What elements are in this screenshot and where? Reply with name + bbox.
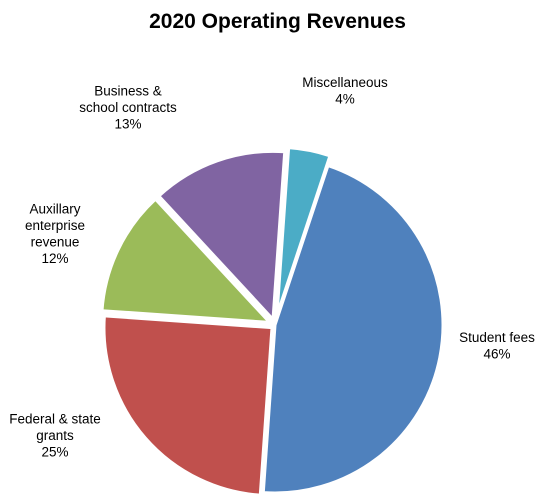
slice-percent: 46%	[483, 346, 510, 361]
slice-label-4: Business & school contracts 13%	[79, 84, 177, 132]
chart-title: 2020 Operating Revenues	[149, 10, 406, 33]
pie-slice-4	[157, 149, 287, 321]
pie-slice-0	[275, 146, 332, 317]
slice-label-line: enterprise	[25, 218, 85, 233]
slice-label-line: Business &	[94, 84, 162, 99]
slice-percent: 25%	[41, 445, 68, 460]
slice-percent: 13%	[114, 117, 141, 132]
slice-percent: 12%	[41, 251, 68, 266]
slice-label-0: Miscellaneous 4%	[302, 75, 388, 107]
slice-label-line: revenue	[31, 234, 80, 249]
slice-percent: 4%	[335, 91, 355, 106]
slice-label-line: Student fees	[459, 330, 535, 345]
slice-label-3: Auxillary enterprise revenue 12%	[25, 201, 85, 266]
slice-label-1: Student fees 46%	[459, 330, 535, 362]
slice-label-line: Federal & state	[9, 412, 101, 427]
slice-label-line: grants	[36, 428, 74, 443]
pie-slice-3	[100, 197, 272, 324]
pie-slice-2	[102, 314, 274, 495]
slice-label-line: school contracts	[79, 100, 177, 115]
slice-label-2: Federal & state grants 25%	[9, 412, 101, 460]
slice-label-line: Miscellaneous	[302, 75, 388, 90]
slice-label-line: Auxillary	[29, 201, 80, 216]
pie-slice-1	[261, 164, 445, 495]
